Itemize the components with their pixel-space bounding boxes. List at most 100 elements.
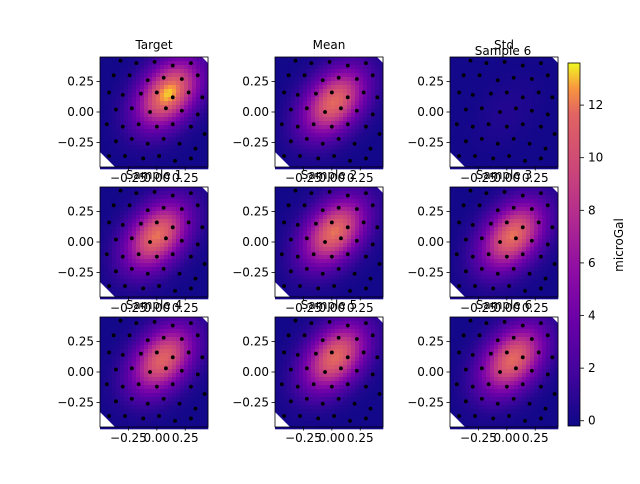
heat-cell xyxy=(112,211,116,215)
heat-cell xyxy=(470,157,474,161)
heat-cell xyxy=(196,65,200,69)
heat-cell xyxy=(299,235,303,239)
heat-cell xyxy=(196,89,200,93)
heat-cell xyxy=(132,219,136,223)
heat-cell xyxy=(327,149,331,153)
heat-cell xyxy=(180,97,184,101)
heat-cell xyxy=(291,255,295,259)
heat-cell xyxy=(371,227,375,231)
station-point xyxy=(523,289,527,293)
heat-cell xyxy=(291,211,295,215)
heat-cell xyxy=(359,259,363,263)
heat-cell xyxy=(136,73,140,77)
heat-cell xyxy=(490,203,494,207)
heat-cell xyxy=(466,113,470,117)
heat-cell xyxy=(510,145,514,149)
station-point xyxy=(128,73,132,77)
heat-cell xyxy=(478,275,482,279)
heat-cell xyxy=(104,187,108,191)
heat-cell xyxy=(144,329,148,333)
heat-cell xyxy=(200,239,204,243)
heat-cell xyxy=(470,145,474,149)
heat-cell xyxy=(287,101,291,105)
heat-cell xyxy=(140,191,144,195)
heat-cell xyxy=(546,191,550,195)
heat-cell xyxy=(526,267,530,271)
heat-cell xyxy=(331,227,335,231)
heat-cell xyxy=(518,247,522,251)
heat-cell xyxy=(466,161,470,165)
heat-cell xyxy=(148,69,152,73)
heat-cell xyxy=(462,149,466,153)
heat-cell xyxy=(530,199,534,203)
heat-cell xyxy=(482,141,486,145)
heat-cell xyxy=(339,279,343,283)
heat-cell xyxy=(311,195,315,199)
heat-cell xyxy=(498,251,502,255)
heat-cell xyxy=(152,279,156,283)
heat-cell xyxy=(148,231,152,235)
heat-cell xyxy=(450,57,454,61)
heat-cell xyxy=(124,251,128,255)
heat-cell xyxy=(526,113,530,117)
heat-cell xyxy=(375,89,379,93)
heat-cell xyxy=(164,191,168,195)
heat-cell xyxy=(482,113,486,117)
heat-cell xyxy=(100,145,104,149)
heat-cell xyxy=(192,153,196,157)
heat-cell xyxy=(502,65,506,69)
heat-cell xyxy=(291,287,295,291)
heat-cell xyxy=(371,57,375,61)
heat-cell xyxy=(466,149,470,153)
heat-cell xyxy=(474,141,478,145)
heat-cell xyxy=(546,207,550,211)
heat-cell xyxy=(506,267,510,271)
heat-cell xyxy=(486,291,490,295)
heat-cell xyxy=(180,279,184,283)
heat-cell xyxy=(526,259,530,263)
heat-cell xyxy=(486,243,490,247)
heat-cell xyxy=(160,61,164,65)
heat-cell xyxy=(474,61,478,65)
heat-cell xyxy=(283,81,287,85)
heat-cell xyxy=(351,219,355,223)
heat-cell xyxy=(104,199,108,203)
heat-cell xyxy=(176,191,180,195)
heat-cell xyxy=(132,263,136,267)
station-point xyxy=(528,142,532,146)
heat-cell xyxy=(315,243,319,247)
heat-cell xyxy=(283,137,287,141)
heat-cell xyxy=(184,97,188,101)
heat-cell xyxy=(108,101,112,105)
heat-cell xyxy=(339,89,343,93)
heat-cell xyxy=(132,121,136,125)
heat-cell xyxy=(196,255,200,259)
heat-cell xyxy=(546,227,550,231)
heat-cell xyxy=(494,89,498,93)
heat-cell xyxy=(486,153,490,157)
heat-cell xyxy=(486,195,490,199)
heat-cell xyxy=(100,121,104,125)
heat-cell xyxy=(136,141,140,145)
heat-cell xyxy=(514,145,518,149)
heat-cell xyxy=(180,117,184,121)
heat-cell xyxy=(311,133,315,137)
heat-cell xyxy=(375,65,379,69)
heat-cell xyxy=(514,161,518,165)
heat-cell xyxy=(164,157,168,161)
heat-cell xyxy=(359,57,363,61)
heat-cell xyxy=(331,81,335,85)
y-tick-label: −0.25 xyxy=(232,266,269,280)
heat-cell xyxy=(160,117,164,121)
station-point xyxy=(303,203,307,207)
heat-cell xyxy=(104,267,108,271)
heat-cell xyxy=(490,133,494,137)
heat-cell xyxy=(140,61,144,65)
heat-cell xyxy=(486,129,490,133)
heat-cell xyxy=(188,203,192,207)
heat-cell xyxy=(518,101,522,105)
heat-cell xyxy=(335,259,339,263)
heat-cell xyxy=(164,247,168,251)
heat-cell xyxy=(148,125,152,129)
heat-cell xyxy=(160,227,164,231)
